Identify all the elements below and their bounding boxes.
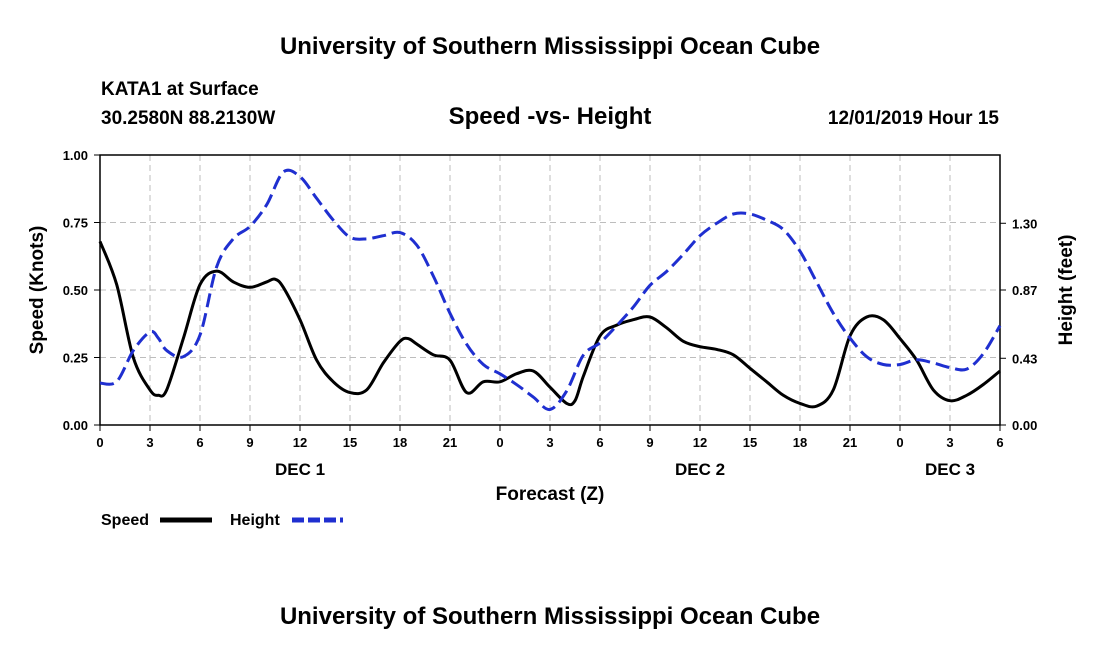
x-tick-label: 0 bbox=[896, 435, 903, 450]
x-axis-label: Forecast (Z) bbox=[496, 484, 605, 505]
y-tick-label: 0.50 bbox=[63, 283, 88, 298]
x-tick-label: 21 bbox=[443, 435, 457, 450]
x-tick-label: 12 bbox=[293, 435, 307, 450]
x-tick-label: 3 bbox=[946, 435, 953, 450]
x-tick-label: 6 bbox=[196, 435, 203, 450]
y-tick-label: 1.00 bbox=[63, 148, 88, 163]
x-tick-label: 3 bbox=[546, 435, 553, 450]
x-tick-label: 9 bbox=[246, 435, 253, 450]
legend: Speed Height bbox=[101, 512, 343, 529]
top-title: University of Southern Mississippi Ocean… bbox=[280, 33, 820, 60]
y-axis-label: Speed (Knots) bbox=[27, 226, 48, 355]
y2-axis-label: Height (feet) bbox=[1056, 235, 1077, 346]
day-label: DEC 3 bbox=[925, 460, 975, 479]
x-tick-label: 0 bbox=[496, 435, 503, 450]
y2-tick-label: 1.30 bbox=[1012, 216, 1037, 231]
x-tick-label: 15 bbox=[743, 435, 757, 450]
chart-title: Speed -vs- Height bbox=[449, 103, 652, 130]
legend-label-speed: Speed bbox=[101, 512, 149, 529]
x-tick-label: 18 bbox=[793, 435, 807, 450]
x-tick-label: 0 bbox=[96, 435, 103, 450]
y2-tick-label: 0.87 bbox=[1012, 283, 1037, 298]
x-tick-label: 9 bbox=[646, 435, 653, 450]
x-tick-label: 15 bbox=[343, 435, 357, 450]
x-tick-label: 6 bbox=[996, 435, 1003, 450]
x-tick-label: 12 bbox=[693, 435, 707, 450]
series-line-speed bbox=[98, 240, 1001, 409]
series-layer bbox=[98, 168, 1002, 412]
day-label: DEC 2 bbox=[675, 460, 725, 479]
axis-ticks: 0 3 6 9 12 15 18 21 0 3 6 9 12 15 18 21 0 3 6 0.00 0.25 0.50 0… bbox=[63, 148, 1038, 479]
y-tick-label: 0.75 bbox=[63, 216, 88, 231]
x-tick-label: 21 bbox=[843, 435, 857, 450]
y-tick-label: 0.00 bbox=[63, 418, 88, 433]
x-tick-label: 3 bbox=[146, 435, 153, 450]
x-tick-label: 6 bbox=[596, 435, 603, 450]
y2-tick-label: 0.00 bbox=[1012, 418, 1037, 433]
day-label: DEC 1 bbox=[275, 460, 325, 479]
x-tick-label: 18 bbox=[393, 435, 407, 450]
datetime-label: 12/01/2019 Hour 15 bbox=[828, 108, 1000, 129]
y2-tick-label: 0.43 bbox=[1012, 351, 1037, 366]
station-label: KATA1 at Surface bbox=[101, 79, 259, 100]
grid bbox=[100, 155, 1000, 425]
coords-label: 30.2580N 88.2130W bbox=[101, 108, 275, 129]
legend-label-height: Height bbox=[230, 512, 280, 529]
y-tick-label: 0.25 bbox=[63, 351, 88, 366]
bottom-title: University of Southern Mississippi Ocean… bbox=[280, 603, 820, 630]
